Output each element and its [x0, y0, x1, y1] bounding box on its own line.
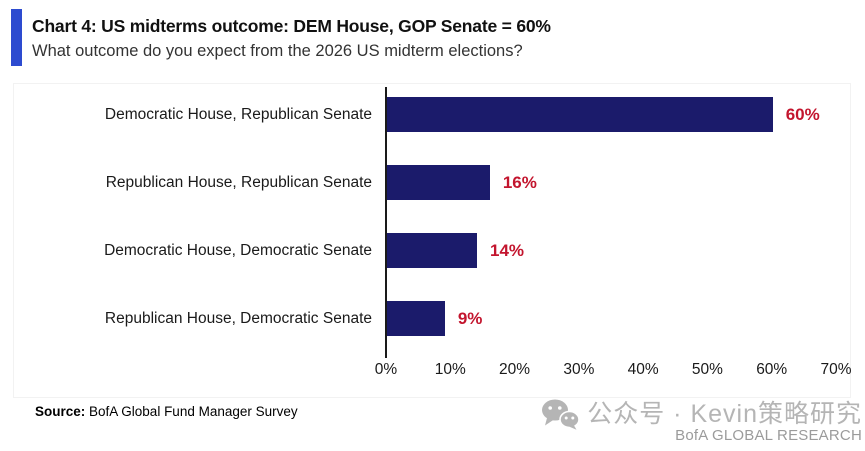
value-label: 14% [490, 241, 525, 260]
bar [387, 165, 490, 200]
x-tick-label: 50% [691, 361, 723, 378]
wechat-icon [542, 399, 580, 430]
chart-panel: Democratic House, Republican Senate 60% Re… [13, 83, 852, 398]
watermark-text: 公众号 · Kevin策略研究 [587, 400, 862, 428]
chart-subtitle: What outcome do you expect from the 2026… [32, 42, 523, 60]
x-tick-label: 20% [499, 361, 531, 378]
bar-row: Democratic House, Democratic Senate 14% [14, 233, 850, 268]
value-label: 9% [457, 309, 483, 328]
bar-row: Republican House, Republican Senate 16% [14, 165, 850, 200]
category-label: Republican House, Republican Senate [105, 174, 372, 191]
source-text: BofA Global Fund Manager Survey [85, 404, 298, 419]
watermark-line: 公众号 · Kevin策略研究 [541, 398, 862, 430]
category-label: Democratic House, Democratic Senate [104, 242, 372, 259]
bar [387, 301, 445, 336]
x-tick-label: 10% [434, 361, 466, 378]
bar [387, 97, 773, 132]
source-label: Source: [35, 404, 86, 419]
x-tick-label: 60% [756, 361, 788, 378]
x-tick-label: 40% [627, 361, 659, 378]
bar-row: Democratic House, Republican Senate 60% [14, 97, 850, 132]
bar-rows: Democratic House, Republican Senate 60% Re… [14, 97, 850, 369]
watermark: 公众号 · Kevin策略研究 BofA GLOBAL RESEARCH [541, 398, 862, 444]
category-label: Republican House, Democratic Senate [104, 310, 372, 327]
value-label: 16% [502, 173, 537, 192]
value-label: 60% [785, 105, 820, 124]
title-accent-bar [11, 9, 22, 66]
x-tick-label: 70% [820, 361, 852, 378]
x-tick-label: 0% [374, 361, 398, 378]
x-tick-label: 30% [563, 361, 595, 378]
watermark-brand: BofA GLOBAL RESEARCH [675, 427, 862, 444]
y-axis-line [385, 87, 387, 358]
source-line: Source: BofA Global Fund Manager Survey [35, 404, 298, 419]
bar [387, 233, 477, 268]
category-label: Democratic House, Republican Senate [104, 106, 372, 123]
bar-row: Republican House, Democratic Senate 9% [14, 301, 850, 336]
chart-title: Chart 4: US midterms outcome: DEM House,… [32, 16, 551, 36]
x-axis-ticks: 0% 10% 20% 30% 40% 50% 60% 70% [14, 361, 852, 383]
